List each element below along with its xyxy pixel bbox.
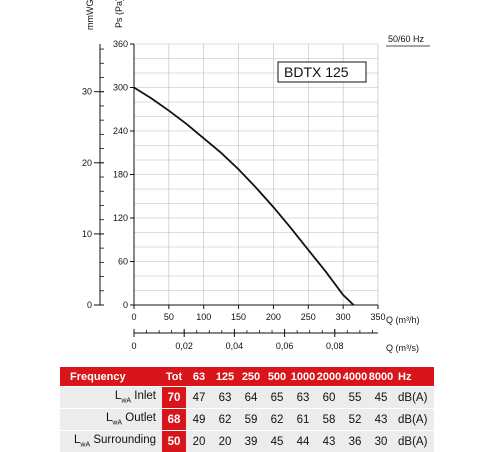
band-value: 43: [316, 431, 342, 452]
band-value: 47: [186, 387, 212, 409]
band-value: 30: [368, 431, 394, 452]
unit-value: dB(A): [394, 431, 434, 452]
band-value: 39: [238, 431, 264, 452]
total-value: 70: [162, 387, 186, 409]
row-label-text: Inlet: [131, 390, 156, 402]
band-value: 20: [212, 431, 238, 452]
band-header: 1000: [290, 367, 316, 387]
x-tick-label: 100: [196, 312, 211, 322]
x-tick-label: 0: [131, 312, 136, 322]
band-value: 44: [290, 431, 316, 452]
total-value: 50: [162, 431, 186, 452]
grid: [134, 44, 378, 305]
band-value: 62: [264, 409, 290, 431]
x-tick-label: 350: [370, 312, 385, 322]
band-value: 63: [290, 387, 316, 409]
x-tick-label: 250: [301, 312, 316, 322]
frequency-header: Frequency: [60, 367, 162, 387]
band-value: 58: [316, 409, 342, 431]
x2-tick-label: 0,04: [226, 341, 244, 351]
band-value: 52: [342, 409, 368, 431]
y-axis-label: Ps (Pa): [114, 0, 124, 28]
band-value: 55: [342, 387, 368, 409]
row-label-text: Outlet: [122, 412, 156, 424]
y-tick-label: 180: [113, 170, 128, 180]
x-tick-label: 150: [231, 312, 246, 322]
total-header: Tot: [162, 367, 186, 387]
y-tick-label: 240: [113, 126, 128, 136]
band-value: 65: [264, 387, 290, 409]
x2-axis-label: Q (m³/s): [386, 343, 419, 353]
row-label: LwA Outlet: [60, 409, 162, 431]
unit-header: Hz: [394, 367, 434, 387]
band-header: 500: [264, 367, 290, 387]
band-value: 49: [186, 409, 212, 431]
band-value: 59: [238, 409, 264, 431]
x2-tick-label: 0,08: [326, 341, 344, 351]
band-value: 43: [368, 409, 394, 431]
band-value: 64: [238, 387, 264, 409]
row-label-subscript: wA: [112, 420, 122, 427]
unit-value: dB(A): [394, 409, 434, 431]
band-header: 4000: [342, 367, 368, 387]
band-header: 250: [238, 367, 264, 387]
unit-value: dB(A): [394, 387, 434, 409]
band-value: 45: [368, 387, 394, 409]
x2-tick-label: 0,06: [276, 341, 294, 351]
y-tick-label: 360: [113, 39, 128, 49]
row-label: LwA Surrounding: [60, 431, 162, 452]
y2-tick-label: 30: [82, 87, 92, 97]
y-tick-label: 300: [113, 83, 128, 93]
band-header: 8000: [368, 367, 394, 387]
row-label-subscript: wA: [121, 398, 131, 405]
y-tick-label: 60: [118, 257, 128, 267]
x-tick-label: 300: [336, 312, 351, 322]
row-label-subscript: wA: [80, 442, 90, 449]
band-header: 63: [186, 367, 212, 387]
chart-title: BDTX 125: [284, 64, 349, 80]
row-label-text: Surrounding: [90, 434, 156, 446]
y2-tick-label: 0: [87, 300, 92, 310]
x2-tick-label: 0: [131, 341, 136, 351]
total-value: 68: [162, 409, 186, 431]
fan-curve-line: [134, 88, 354, 306]
band-header: 125: [212, 367, 238, 387]
row-label: LwA Inlet: [60, 387, 162, 409]
y2-tick-label: 20: [82, 158, 92, 168]
band-value: 20: [186, 431, 212, 452]
band-value: 61: [290, 409, 316, 431]
x-tick-label: 200: [266, 312, 281, 322]
band-value: 36: [342, 431, 368, 452]
band-value: 45: [264, 431, 290, 452]
x-tick-label: 50: [164, 312, 174, 322]
y-tick-label: 0: [123, 300, 128, 310]
band-value: 62: [212, 409, 238, 431]
y2-axis-label: mmWG: [85, 0, 95, 30]
y-tick-label: 120: [113, 213, 128, 223]
band-header: 2000: [316, 367, 342, 387]
y2-tick-label: 10: [82, 229, 92, 239]
band-value: 63: [212, 387, 238, 409]
band-value: 60: [316, 387, 342, 409]
x2-tick-label: 0,02: [175, 341, 193, 351]
frequency-label: 50/60 Hz: [388, 34, 425, 44]
x-axis-label: Q (m³/h): [386, 315, 420, 325]
